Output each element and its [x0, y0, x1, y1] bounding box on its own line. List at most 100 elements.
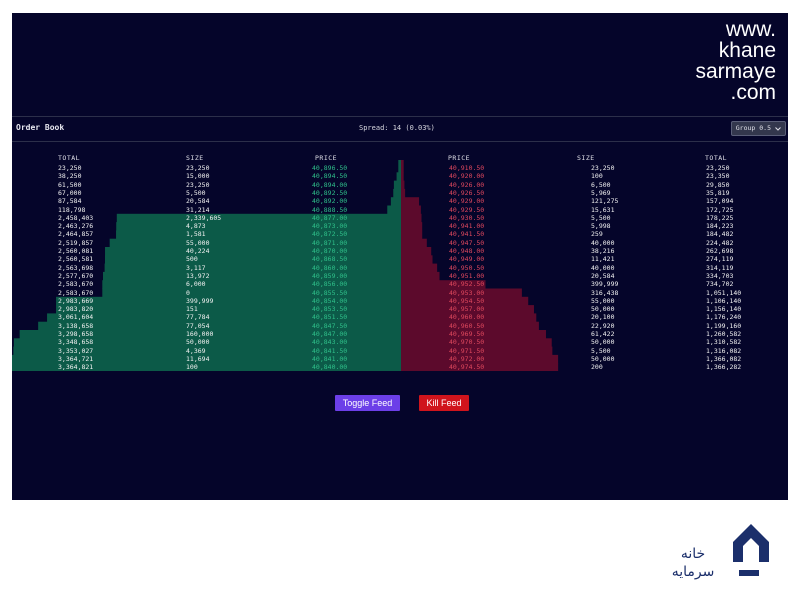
- watermark-line: www.: [725, 18, 776, 41]
- group-select[interactable]: Group 0.5: [730, 121, 786, 136]
- toggle-feed-button[interactable]: Toggle Feed: [335, 395, 400, 411]
- kill-feed-button[interactable]: Kill Feed: [419, 395, 469, 411]
- ask-price-cell: 40,949.00: [449, 255, 485, 264]
- bid-header-total: TOTAL: [58, 154, 81, 162]
- bid-price-cell: 40,856.00: [312, 280, 348, 289]
- bid-total-cell: 38,250: [58, 172, 82, 181]
- order-book-header: Order Book Spread: 14 (0.03%) Group 0.5: [12, 116, 788, 142]
- bid-depth-bar: [116, 213, 401, 223]
- ask-total-cell: 734,702: [706, 280, 734, 289]
- ask-size-cell: 23,250: [591, 164, 615, 172]
- ask-price-cell: 40,948.00: [449, 247, 485, 255]
- ask-depth-bar: [401, 230, 423, 240]
- bid-total-cell: 3,138,658: [58, 321, 94, 330]
- ask-row: 40,941.50 259 184,482: [401, 230, 788, 239]
- ask-price-cell: 40,969.50: [449, 330, 485, 338]
- bid-size-cell: 0: [186, 288, 190, 297]
- bid-price-cell: 40,847.00: [312, 330, 348, 338]
- ask-size-cell: 50,000: [591, 305, 615, 314]
- ask-total-cell: 23,250: [706, 164, 730, 172]
- bid-price-cell: 40,859.00: [312, 271, 348, 280]
- ask-row: 40,926.00 6,500 29,850: [401, 181, 788, 190]
- ask-size-cell: 50,000: [591, 338, 615, 347]
- ask-total-cell: 1,316,082: [706, 346, 742, 355]
- bid-size-cell: 5,500: [186, 188, 206, 197]
- ask-row: 40,926.50 5,969 35,819: [401, 189, 788, 198]
- bid-size-cell: 15,000: [186, 172, 210, 181]
- ask-row: 40,948.00 38,216 262,698: [401, 247, 788, 256]
- ask-row: 40,974.50 200 1,366,282: [401, 363, 788, 372]
- bids-panel: TOTAL SIZE PRICE 23,250 23,250 40,896.50 38…: [12, 151, 401, 371]
- ask-price-cell: 40,957.00: [449, 305, 485, 314]
- ask-row: 40,972.00 50,000 1,366,082: [401, 355, 788, 364]
- ask-depth-bar: [401, 354, 559, 364]
- bid-row: 2,983,820 151 40,853.50: [12, 305, 401, 314]
- ask-row: 40,947.50 40,000 224,482: [401, 239, 788, 248]
- ask-size-cell: 399,999: [591, 280, 619, 289]
- ask-row: 40,960.00 20,100 1,176,240: [401, 313, 788, 322]
- bid-size-cell: 500: [186, 255, 198, 264]
- ask-header-price: PRICE: [448, 154, 471, 162]
- bid-size-cell: 2,339,605: [186, 213, 222, 222]
- bid-depth-bar: [38, 321, 401, 331]
- ask-price-cell: 40,929.50: [449, 205, 485, 214]
- ask-price-cell: 40,951.00: [449, 271, 485, 280]
- bid-row: 38,250 15,000 40,894.50: [12, 172, 401, 181]
- ask-size-cell: 40,000: [591, 238, 615, 247]
- ask-row: 40,970.50 50,000 1,310,582: [401, 338, 788, 347]
- bid-row: 2,458,403 2,339,605 40,877.00: [12, 214, 401, 223]
- ask-price-cell: 40,930.50: [449, 213, 485, 222]
- ask-total-cell: 1,366,282: [706, 363, 742, 372]
- bid-row: 3,298,658 160,000 40,847.00: [12, 330, 401, 339]
- bid-depth-bar: [393, 180, 401, 190]
- ask-size-cell: 5,969: [591, 188, 611, 197]
- chevron-down-icon: [775, 126, 781, 131]
- bid-total-cell: 87,584: [58, 197, 82, 206]
- bid-size-cell: 23,250: [186, 164, 210, 172]
- ask-price-cell: 40,972.00: [449, 354, 485, 363]
- ask-depth-bar: [401, 313, 537, 323]
- bid-header-price: PRICE: [315, 154, 338, 162]
- bid-total-cell: 3,348,658: [58, 338, 94, 347]
- bid-depth-bar: [105, 247, 401, 256]
- ask-price-cell: 40,926.00: [449, 180, 485, 189]
- bid-row: 61,500 23,250 40,894.00: [12, 181, 401, 190]
- ask-row: 40,960.50 22,920 1,199,160: [401, 322, 788, 331]
- brand-text-line1: خانه: [681, 546, 705, 562]
- ask-price-cell: 40,960.00: [449, 313, 485, 322]
- bid-price-cell: 40,854.00: [312, 296, 348, 305]
- bid-price-cell: 40,896.50: [312, 164, 348, 172]
- ask-total-cell: 1,156,140: [706, 305, 742, 314]
- ask-depth-bar: [401, 160, 404, 173]
- bid-row: 2,583,670 0 40,855.50: [12, 289, 401, 298]
- ask-depth-bar: [401, 305, 534, 314]
- ask-price-cell: 40,954.50: [449, 296, 485, 305]
- bid-row: 3,353,027 4,369 40,841.50: [12, 347, 401, 356]
- ask-depth-bar: [401, 330, 546, 339]
- ask-header-size: SIZE: [577, 154, 595, 162]
- ask-total-cell: 29,850: [706, 180, 730, 189]
- bid-price-cell: 40,841.50: [312, 346, 348, 355]
- bid-size-cell: 4,369: [186, 346, 206, 355]
- ask-depth-bar: [401, 346, 553, 356]
- bid-total-cell: 3,061,604: [58, 313, 94, 322]
- bid-total-cell: 2,583,670: [58, 288, 94, 297]
- bid-depth-bar: [390, 197, 401, 206]
- ask-total-cell: 184,482: [706, 230, 734, 239]
- bid-depth-bar: [116, 222, 401, 231]
- bid-depth-bar: [19, 330, 401, 339]
- ask-row: 40,941.00 5,998 184,223: [401, 222, 788, 231]
- ask-price-cell: 40,970.50: [449, 338, 485, 347]
- bid-row: 2,560,081 40,224 40,870.00: [12, 247, 401, 256]
- ask-size-cell: 5,998: [591, 222, 611, 231]
- bid-depth-bar: [102, 280, 401, 289]
- ask-depth-bar: [401, 197, 420, 206]
- ask-row: 40,957.00 50,000 1,156,140: [401, 305, 788, 314]
- bid-size-cell: 13,972: [186, 271, 210, 280]
- ask-depth-bar: [401, 172, 404, 181]
- ask-depth-bar: [401, 288, 522, 298]
- ask-total-cell: 274,119: [706, 255, 734, 264]
- ask-total-cell: 178,225: [706, 213, 734, 222]
- ask-depth-bar: [401, 280, 486, 289]
- bid-total-cell: 2,458,403: [58, 213, 94, 222]
